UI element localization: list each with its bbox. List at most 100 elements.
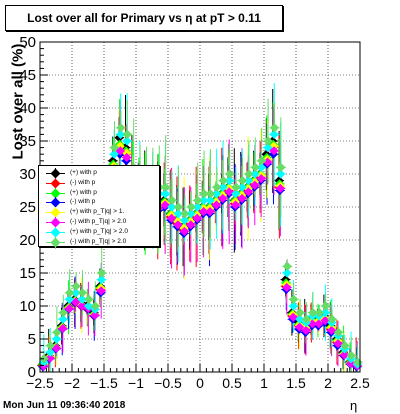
data-point [198,207,209,217]
data-point [179,226,189,237]
data-point [218,193,228,204]
legend-entry: (+) with p [39,168,159,180]
legend-label: (+) with p_T|q| > 1. [70,208,125,216]
y-tick-label: 15 [19,265,36,282]
data-point [160,200,170,210]
x-tick-label: −1 [128,375,144,391]
legend-label: (-) with p_T|q| > 2.0 [70,218,127,225]
data-point [84,294,94,304]
data-point [230,200,241,210]
data-point [186,220,196,230]
data-point [288,312,298,322]
data-point [199,189,209,199]
data-point [282,282,292,293]
data-point [218,182,228,192]
data-point [269,146,279,156]
data-point [250,169,260,179]
data-point [314,308,324,318]
legend: (+) with p (-) with p (+) with p (-) with p… [38,165,160,249]
axes: 0 5 10 15 20 25 30 35 40 45 50 −2.5 −2 −1.5 −1 −0.5 0 0.5… [19,34,370,391]
data-point [212,189,222,199]
y-tick-label: 45 [19,67,36,84]
data-point [282,268,292,278]
legend-label: (+) with p [70,188,97,196]
data-point [116,129,126,139]
data-point [186,202,196,212]
y-tick-label: 25 [19,199,36,216]
data-point [263,136,273,146]
y-tick-label: 35 [19,133,36,150]
data-point [161,182,171,192]
data-point [173,220,183,230]
data-point [96,286,106,296]
data-point [282,261,292,271]
x-tick-label: 2 [324,375,332,391]
data-point [166,213,177,223]
legend-marker [50,237,61,248]
data-point [218,176,228,186]
y-tick-label: 0 [28,364,36,381]
legend-label: (+) with p_T|q| > 2.0 [70,227,128,235]
data-point [231,182,241,192]
data-point [327,314,337,324]
data-point [320,308,331,318]
legend-entry: (-) with p_T|q| > 2.0 [39,217,159,229]
x-tick-label: −1.5 [90,375,118,391]
x-axis-label: η [350,398,358,413]
data-point [237,193,247,204]
data-point [237,176,248,186]
data-point [45,341,56,351]
data-point [269,141,279,151]
data-point [58,308,68,318]
x-tick-label: 2.5 [350,375,370,391]
data-point [39,354,49,364]
legend-label: (-) with p [70,198,96,206]
data-point [211,200,221,210]
data-point [224,187,234,197]
legend-label: (+) with p [70,169,97,176]
data-point [301,325,311,336]
data-point [186,209,196,219]
data-point [244,169,254,179]
data-point [65,288,75,298]
data-point [90,310,100,320]
data-point [90,301,100,311]
data-point [276,169,286,179]
data-point [333,339,343,349]
data-point [192,213,202,223]
data-point [256,174,266,184]
data-point [269,129,279,139]
y-tick-label: 20 [19,232,36,249]
data-point [295,314,305,324]
chart-title-box: Lost over all for Primary vs η at pT > 0… [5,5,283,31]
y-tick-label: 40 [19,100,36,117]
chart-title: Lost over all for Primary vs η at pT > 0… [27,11,261,25]
y-axis-label: Lost over all (%) [9,43,27,160]
x-tick-label: 0.5 [222,375,242,391]
x-tick-label: 0 [196,375,204,391]
data-point [244,176,254,186]
data-point [71,281,81,291]
data-point [193,195,203,205]
legend-entry: (+) with p [39,187,159,200]
legend-entry: (-) with p [39,177,159,190]
data-point [263,143,273,153]
data-point [180,215,190,225]
data-point [109,149,119,159]
data-point [320,315,330,326]
data-point [314,319,324,329]
data-point [45,353,55,363]
data-point [52,327,62,337]
data-point [321,301,331,311]
data-point [167,202,177,212]
data-point [340,341,350,351]
data-point [231,189,241,199]
data-point [333,327,344,337]
data-point [173,202,184,212]
legend-entry: (-) with p [39,197,159,210]
data-point [58,323,68,334]
x-tick-label: −2 [64,375,80,391]
data-point [237,182,247,192]
data-point [339,350,349,360]
data-point [64,294,75,304]
